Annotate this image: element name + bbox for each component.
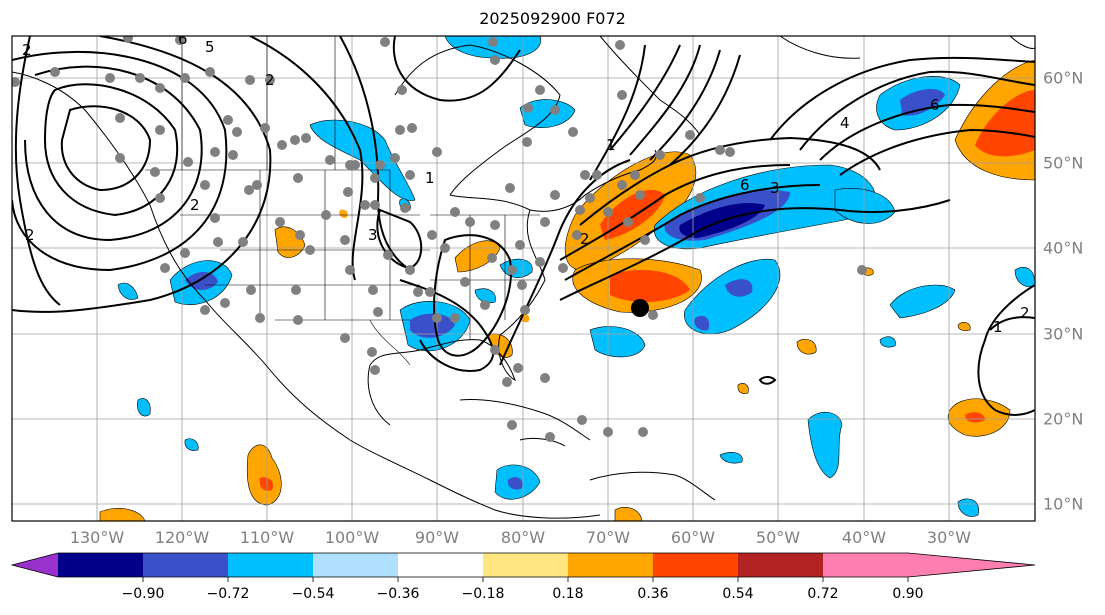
contour-label: 3 — [770, 179, 780, 197]
colorbar-segment — [58, 553, 143, 577]
contour-label: 2 — [265, 71, 275, 89]
longitude-label: 40°W — [841, 528, 887, 547]
political-borders — [145, 36, 540, 366]
latitude-label: 20°N — [1043, 409, 1084, 429]
contour-lines — [12, 36, 1035, 416]
colorbar-extend-low — [12, 553, 58, 577]
colorbar-tick-label: −0.36 — [376, 586, 420, 602]
latitude-label: 50°N — [1043, 153, 1084, 173]
coastlines — [12, 36, 1035, 519]
contour-label: 5 — [205, 38, 215, 56]
colorbar-tick-label: 0.18 — [552, 586, 584, 602]
colorbar-tick-label: −0.90 — [121, 586, 165, 602]
colorbar-tick-label: 0.54 — [722, 586, 754, 602]
station-dots — [12, 36, 867, 442]
colorbar-tick-label: 0.72 — [807, 586, 839, 602]
longitude-label: 30°W — [926, 528, 972, 547]
latitude-label: 10°N — [1043, 494, 1084, 514]
longitude-label: 60°W — [670, 528, 716, 547]
contour-label: 1 — [993, 318, 1003, 336]
contour-label: 6 — [178, 30, 188, 48]
colorbar-tick-label: −0.54 — [291, 586, 335, 602]
colorbar-segment — [823, 553, 908, 577]
latitude-label: 60°N — [1043, 68, 1084, 88]
colorbar-segment — [228, 553, 313, 577]
colorbar-segment — [398, 553, 483, 577]
longitude-label: 120°W — [154, 528, 210, 547]
longitude-label: 80°W — [500, 528, 546, 547]
contour-label: 6 — [740, 176, 750, 194]
colorbar — [10, 552, 1036, 582]
latitude-label: 40°N — [1043, 238, 1084, 258]
contour-label: 4 — [840, 114, 850, 132]
marked-location-dot — [631, 299, 649, 317]
colorbar-segment — [313, 553, 398, 577]
graticule — [12, 36, 1035, 521]
latitude-label: 30°N — [1043, 324, 1084, 344]
map-title: 2025092900 F072 — [479, 9, 626, 28]
map-frame — [11, 35, 1036, 522]
contour-label: 2 — [580, 230, 590, 248]
contour-label: 2 — [1020, 304, 1030, 322]
colorbar-segment — [568, 553, 653, 577]
longitude-label: 130°W — [69, 528, 125, 547]
colorbar-tick-label: −0.72 — [206, 586, 250, 602]
contour-label: 3 — [368, 226, 378, 244]
contour-label: 6 — [930, 96, 940, 114]
colorbar-tick-label: 0.36 — [637, 586, 669, 602]
contour-label: 2 — [25, 226, 35, 244]
contour-labels: 2 6 5 2 2 1 3 2 1 6 4 6 3 2 1 2 — [22, 30, 1030, 336]
colorbar-extend-high — [908, 553, 1035, 577]
longitude-label: 110°W — [239, 528, 295, 547]
colorbar-segment — [653, 553, 738, 577]
colorbar-segment — [738, 553, 823, 577]
longitude-label: 100°W — [324, 528, 380, 547]
contour-label: 2 — [190, 196, 200, 214]
colorbar-tick-label: 0.90 — [892, 586, 924, 602]
colorbar-segment — [143, 553, 228, 577]
longitude-label: 50°W — [755, 528, 801, 547]
contour-label: 1 — [606, 136, 616, 154]
contour-label: 2 — [22, 41, 32, 59]
colorbar-segment — [483, 553, 568, 577]
colorbar-tick-label: −0.18 — [461, 586, 505, 602]
longitude-label: 90°W — [414, 528, 460, 547]
contour-label: 1 — [425, 169, 435, 187]
longitude-label: 70°W — [585, 528, 631, 547]
